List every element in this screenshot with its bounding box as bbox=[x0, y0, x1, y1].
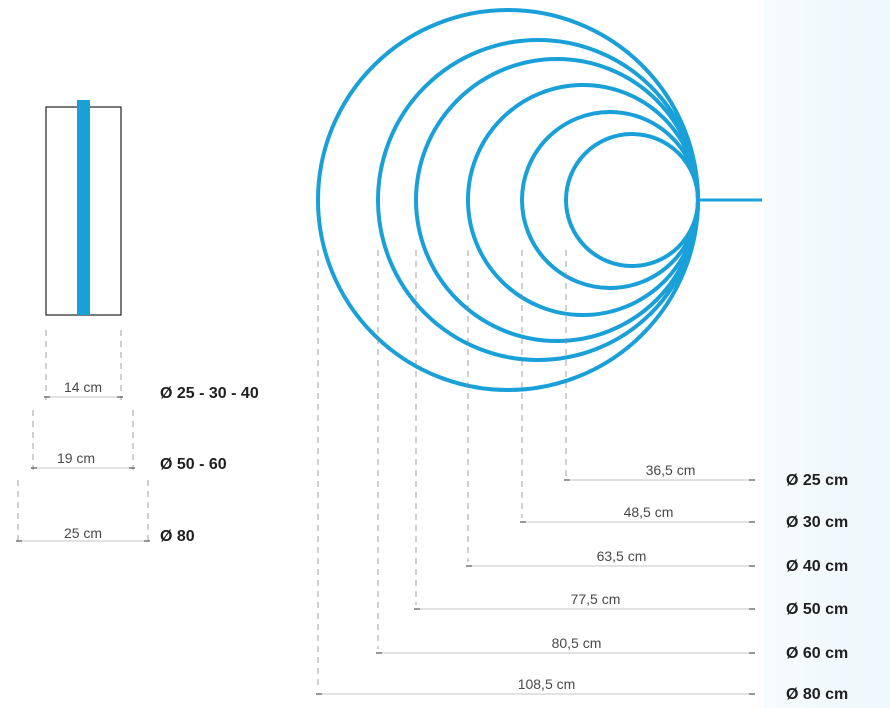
ring-5-diameter-label: Ø 80 cm bbox=[786, 686, 848, 703]
width-25-label: 25 cm bbox=[64, 525, 102, 541]
nested-rings bbox=[316, 8, 700, 392]
ring-3-length-label: 77,5 cm bbox=[571, 591, 621, 607]
background-strip bbox=[764, 0, 890, 708]
ring-2 bbox=[466, 83, 700, 317]
ring-3 bbox=[414, 57, 700, 343]
ring-0-diameter-label: Ø 25 cm bbox=[786, 472, 848, 489]
ring-4 bbox=[376, 38, 700, 362]
ring-4-diameter-label: Ø 60 cm bbox=[786, 645, 848, 662]
side-view: 14 cm Ø 25 - 30 - 40 19 cm Ø 50 - 60 25 … bbox=[16, 100, 259, 545]
side-view-ring-bar bbox=[77, 100, 90, 315]
ring-2-diameter-label: Ø 40 cm bbox=[786, 558, 848, 575]
ring-0 bbox=[564, 132, 700, 268]
width-19-diameters: Ø 50 - 60 bbox=[160, 456, 227, 473]
ring-1-diameter-label: Ø 30 cm bbox=[786, 514, 848, 531]
ring-0-length-label: 36,5 cm bbox=[646, 462, 696, 478]
width-19-label: 19 cm bbox=[57, 450, 95, 466]
ring-2-length-label: 63,5 cm bbox=[597, 548, 647, 564]
ring-5-length-label: 108,5 cm bbox=[518, 676, 576, 692]
width-14-diameters: Ø 25 - 30 - 40 bbox=[160, 385, 259, 402]
ring-1-length-label: 48,5 cm bbox=[624, 504, 674, 520]
ring-dimensions: 36,5 cm Ø 25 cm 48,5 cm Ø 30 cm 63,5 cm Ø 40 … bbox=[316, 250, 848, 703]
width-25-diameters: Ø 80 bbox=[160, 528, 195, 545]
ring-4-length-label: 80,5 cm bbox=[552, 635, 602, 651]
ring-3-diameter-label: Ø 50 cm bbox=[786, 601, 848, 618]
width-14-label: 14 cm bbox=[64, 379, 102, 395]
